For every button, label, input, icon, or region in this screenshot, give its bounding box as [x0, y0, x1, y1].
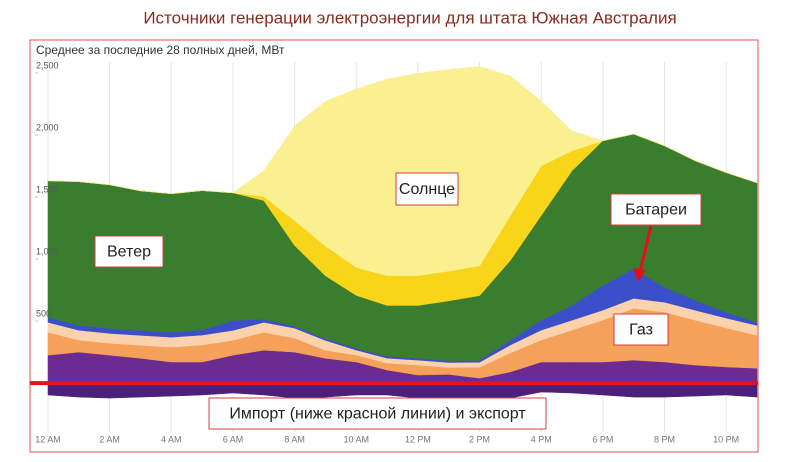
annotation-box [613, 313, 669, 346]
chart-subtitle: Среднее за последние 28 полных дней, МВт [36, 43, 285, 57]
x-tick-label: 6 PM [592, 434, 613, 444]
annotation: Ветер [107, 244, 151, 261]
x-tick-label: 6 AM [223, 434, 244, 444]
chart-frame [29, 39, 759, 453]
plot: 12 AM 2 AM 4 AM 6 AM 8 AM 10 AM 12 PM 2 PM 4 PM 6… [30, 60, 758, 444]
annotations: Солнце Ветер Батареи Газ Импорт (ниже красно… [94, 172, 702, 430]
annotation: Батареи [625, 202, 687, 219]
y-tick-label: 2,000 [36, 122, 59, 132]
x-tick-label: 4 AM [161, 434, 182, 444]
annotation: Импорт (ниже красной линии) и экспорт [229, 406, 526, 423]
y-tick-label: 2,500 [36, 60, 59, 70]
annotation-box [610, 193, 702, 226]
x-tick-label: 2 AM [99, 434, 120, 444]
annotation-box [208, 397, 547, 430]
annotation-box [395, 172, 459, 206]
arrow-head [633, 268, 646, 282]
x-tick-label: 12 PM [405, 434, 431, 444]
annotation: Солнце [399, 181, 455, 198]
y-tick-label: 1,000 [36, 246, 59, 256]
x-tick-label: 10 PM [713, 434, 739, 444]
x-tick-label: 4 PM [531, 434, 552, 444]
arrow [638, 225, 653, 273]
x-tick-label: 12 AM [35, 434, 61, 444]
x-tick-label: 2 PM [469, 434, 490, 444]
annotation-box [94, 235, 164, 268]
x-tick-label: 8 AM [284, 434, 305, 444]
annotation: Газ [629, 322, 653, 339]
chart-title: Источники генерации электроэнергии для ш… [143, 8, 676, 27]
x-tick-label: 10 AM [344, 434, 370, 444]
y-tick-label: 1,500 [36, 184, 59, 194]
x-tick-label: 8 PM [654, 434, 675, 444]
y-tick-label: 500 [36, 308, 51, 318]
